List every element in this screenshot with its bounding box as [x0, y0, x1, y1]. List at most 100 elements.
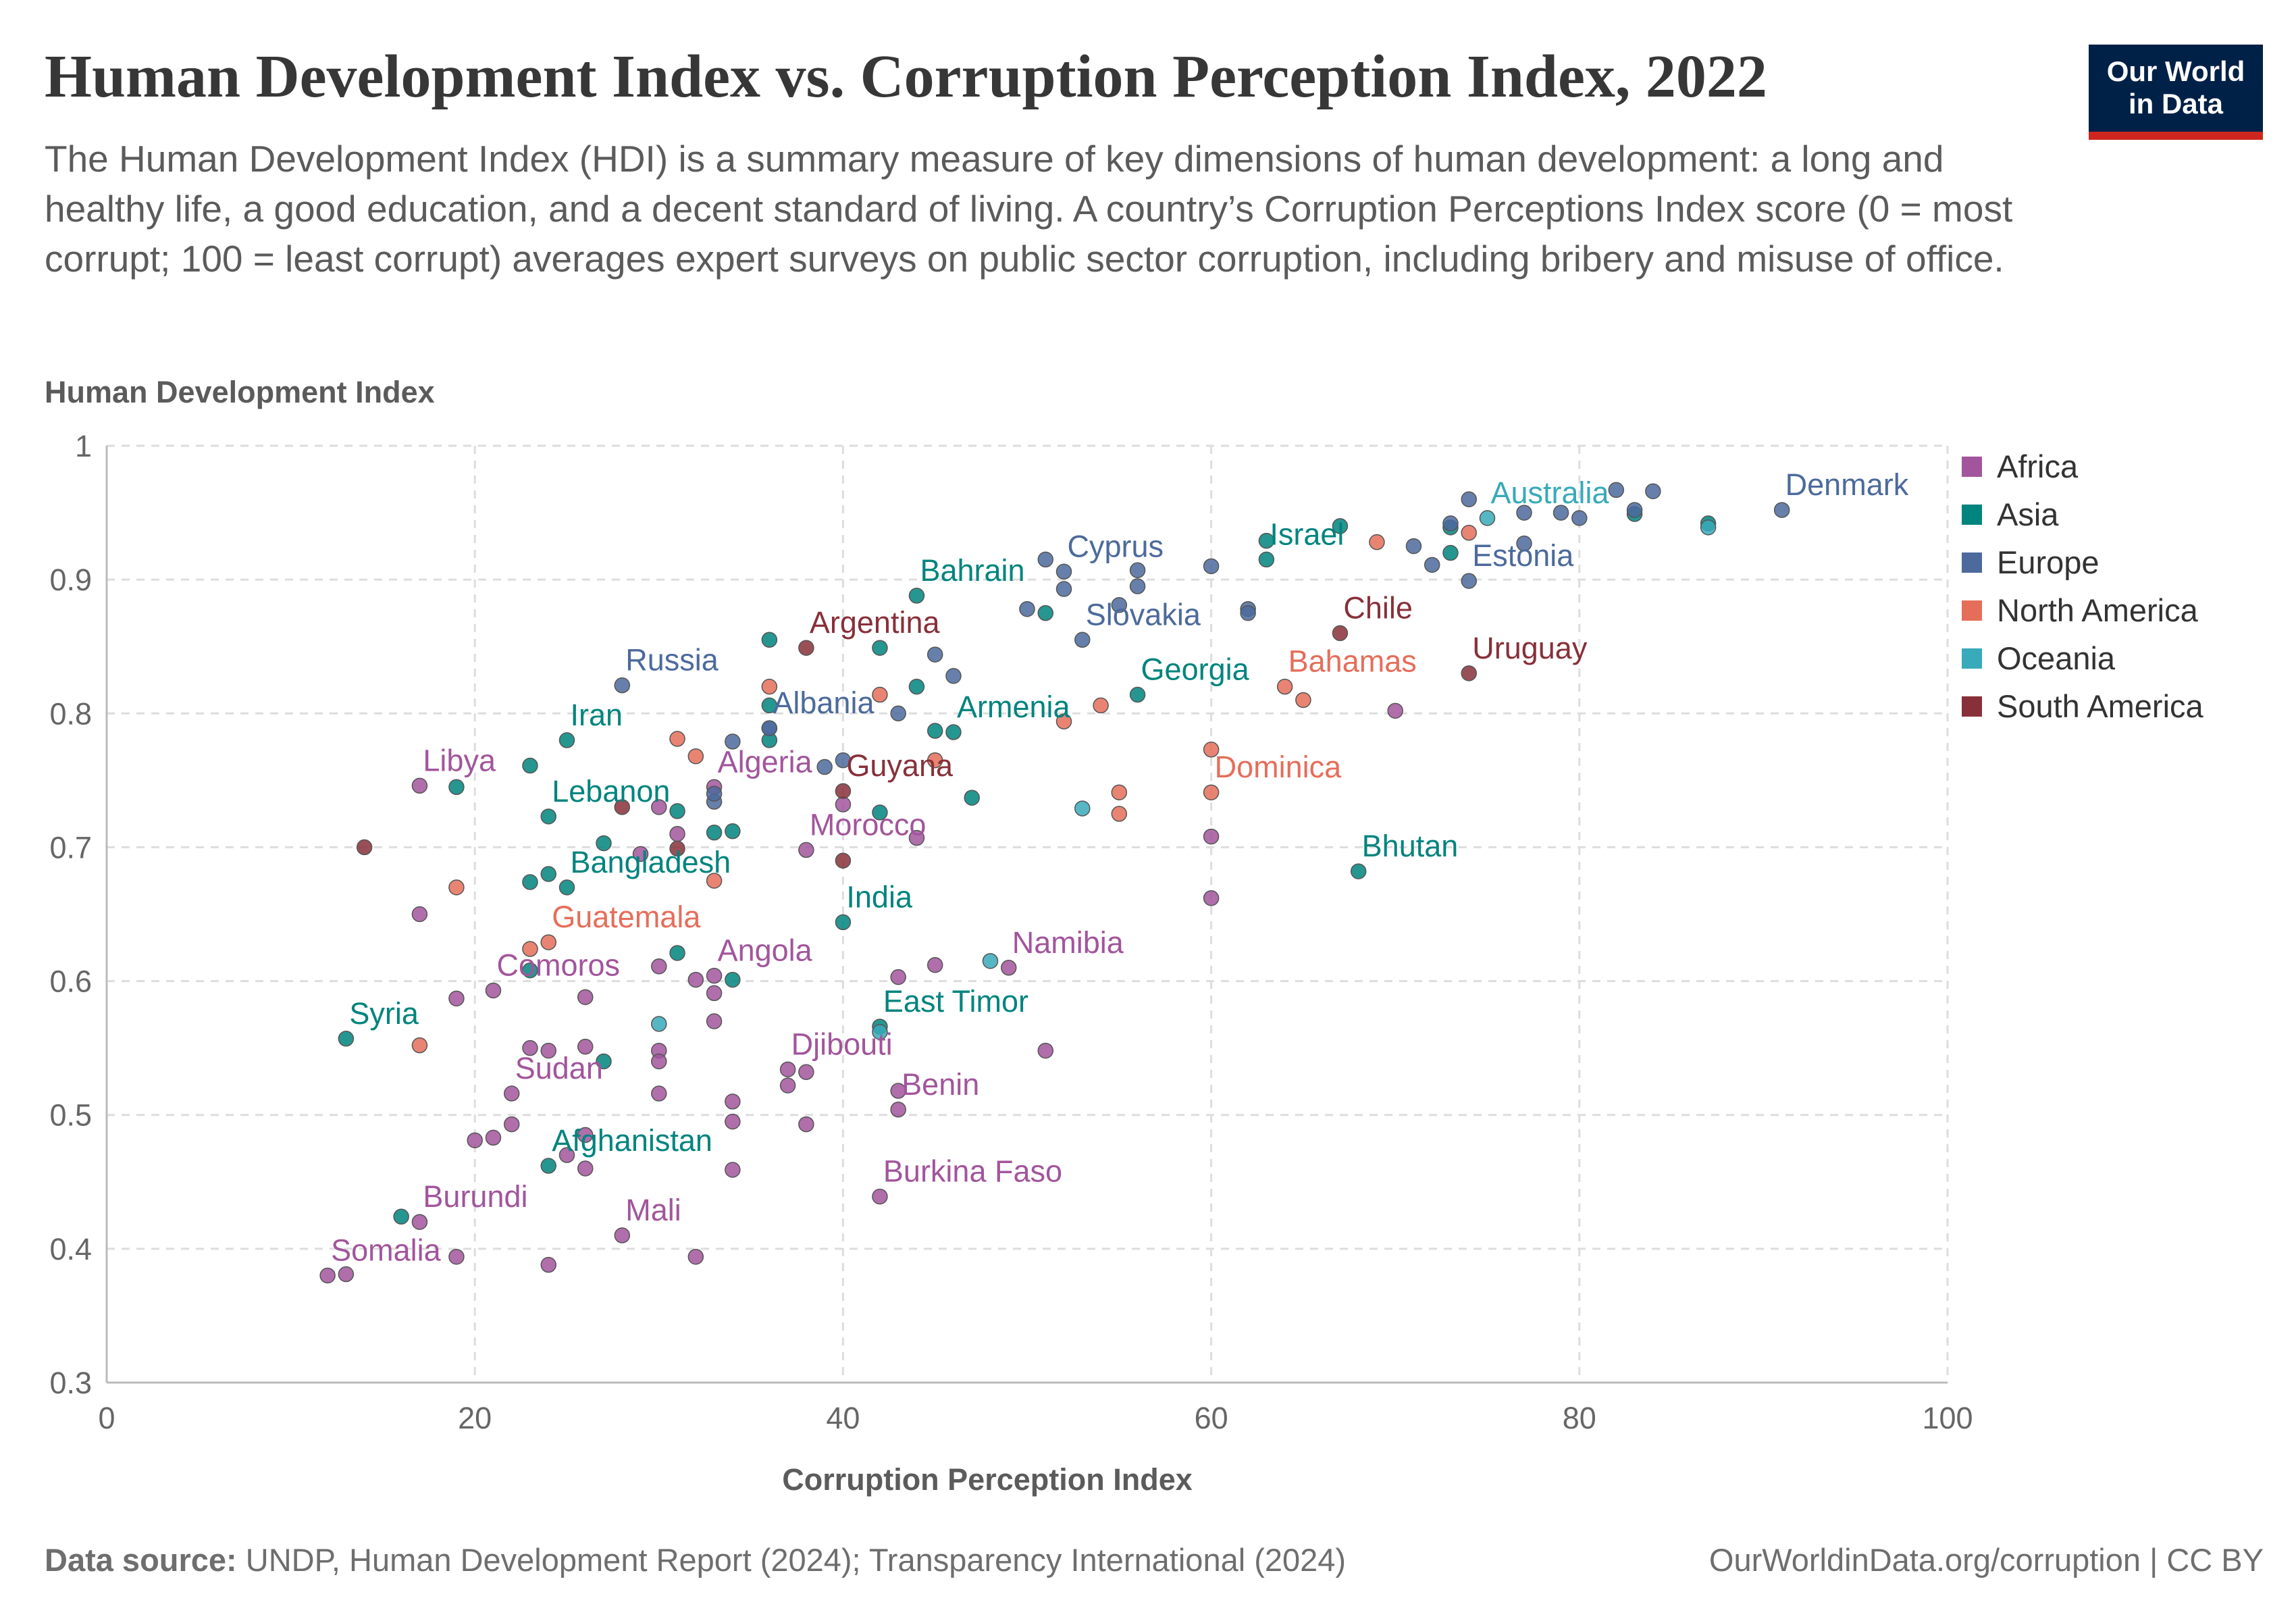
point-north-america[interactable] [1111, 806, 1128, 822]
point-europe[interactable] [1461, 491, 1477, 508]
point-asia[interactable] [540, 1158, 556, 1174]
point-europe[interactable] [1019, 600, 1035, 617]
point-south-america[interactable] [1332, 625, 1349, 642]
point-africa[interactable] [338, 1266, 355, 1283]
point-europe[interactable] [725, 734, 741, 750]
point-africa[interactable] [577, 1160, 594, 1177]
point-north-america[interactable] [1093, 697, 1109, 714]
point-europe[interactable] [1240, 604, 1256, 621]
point-africa[interactable] [448, 1248, 465, 1265]
point-asia[interactable] [927, 723, 943, 739]
point-asia[interactable] [835, 914, 852, 931]
point-europe[interactable] [1129, 562, 1146, 579]
point-south-america[interactable] [835, 852, 852, 869]
point-africa[interactable] [779, 1077, 796, 1093]
point-africa[interactable] [669, 825, 685, 842]
point-africa[interactable] [1203, 890, 1220, 906]
point-europe[interactable] [1516, 505, 1532, 521]
point-asia[interactable] [761, 697, 778, 714]
point-north-america[interactable] [927, 752, 943, 769]
legend-item-north-america[interactable]: North America [1962, 586, 2203, 634]
point-africa[interactable] [485, 982, 502, 999]
point-africa[interactable] [411, 777, 428, 794]
point-north-america[interactable] [687, 748, 704, 765]
point-africa[interactable] [411, 906, 428, 923]
point-africa[interactable] [798, 1116, 814, 1133]
point-africa[interactable] [872, 1188, 888, 1205]
point-asia[interactable] [872, 804, 888, 821]
point-asia[interactable] [522, 874, 538, 890]
point-africa[interactable] [1037, 1042, 1054, 1059]
point-europe[interactable] [1405, 538, 1422, 555]
point-north-america[interactable] [522, 941, 538, 957]
point-oceania[interactable] [651, 1016, 667, 1032]
point-oceania[interactable] [1479, 510, 1496, 526]
point-europe[interactable] [1516, 535, 1532, 552]
point-europe[interactable] [1055, 581, 1072, 597]
point-africa[interactable] [614, 1227, 631, 1243]
point-europe[interactable] [1553, 505, 1569, 521]
legend-item-south-america[interactable]: South America [1962, 682, 2203, 730]
point-asia[interactable] [1037, 604, 1054, 621]
point-asia[interactable] [522, 962, 538, 979]
point-asia[interactable] [725, 971, 741, 988]
point-north-america[interactable] [872, 686, 888, 703]
point-europe[interactable] [761, 720, 778, 736]
point-africa[interactable] [706, 967, 723, 984]
point-africa[interactable] [908, 829, 925, 846]
point-asia[interactable] [761, 632, 778, 648]
point-south-america[interactable] [1461, 665, 1477, 681]
point-africa[interactable] [687, 1248, 704, 1265]
point-oceania[interactable] [982, 953, 999, 969]
point-asia[interactable] [558, 732, 575, 748]
point-north-america[interactable] [1369, 534, 1385, 550]
point-oceania[interactable] [1700, 519, 1717, 536]
point-asia[interactable] [596, 1053, 612, 1070]
point-north-america[interactable] [448, 879, 465, 896]
point-oceania[interactable] [1074, 800, 1091, 817]
point-europe[interactable] [1461, 573, 1477, 589]
point-asia[interactable] [558, 879, 575, 896]
footer-url[interactable]: OurWorldinData.org/corruption | CC BY [1708, 1542, 2264, 1578]
point-north-america[interactable] [540, 934, 556, 950]
point-europe[interactable] [706, 786, 723, 802]
point-africa[interactable] [798, 1064, 814, 1081]
point-south-america[interactable] [669, 840, 685, 857]
point-africa[interactable] [319, 1267, 336, 1284]
point-europe[interactable] [1055, 563, 1072, 580]
point-africa[interactable] [411, 1214, 428, 1230]
point-africa[interactable] [540, 1042, 556, 1059]
point-asia[interactable] [1258, 551, 1275, 568]
point-europe[interactable] [1645, 483, 1661, 500]
point-south-america[interactable] [614, 799, 631, 815]
point-asia[interactable] [1129, 686, 1146, 703]
point-north-america[interactable] [1295, 692, 1311, 709]
point-africa[interactable] [651, 958, 667, 975]
point-north-america[interactable] [706, 873, 723, 889]
point-asia[interactable] [1258, 532, 1275, 549]
point-asia[interactable] [908, 588, 925, 604]
point-africa[interactable] [890, 1102, 906, 1118]
point-africa[interactable] [779, 1061, 796, 1078]
point-africa[interactable] [522, 1039, 538, 1056]
point-africa[interactable] [725, 1113, 741, 1130]
point-asia[interactable] [338, 1031, 355, 1047]
point-africa[interactable] [485, 1129, 502, 1146]
legend-item-africa[interactable]: Africa [1962, 442, 2203, 490]
point-africa[interactable] [725, 1093, 741, 1110]
point-europe[interactable] [1129, 578, 1146, 594]
point-asia[interactable] [964, 790, 980, 806]
point-africa[interactable] [577, 1127, 594, 1143]
point-asia[interactable] [669, 945, 685, 961]
point-africa[interactable] [632, 846, 649, 863]
point-asia[interactable] [448, 779, 465, 796]
legend-item-europe[interactable]: Europe [1962, 538, 2203, 586]
point-north-america[interactable] [1203, 784, 1220, 800]
point-africa[interactable] [890, 969, 906, 985]
point-africa[interactable] [725, 1162, 741, 1178]
point-africa[interactable] [706, 985, 723, 1002]
point-asia[interactable] [393, 1208, 409, 1225]
point-europe[interactable] [835, 752, 852, 769]
point-europe[interactable] [1626, 502, 1643, 518]
point-europe[interactable] [1442, 515, 1459, 532]
